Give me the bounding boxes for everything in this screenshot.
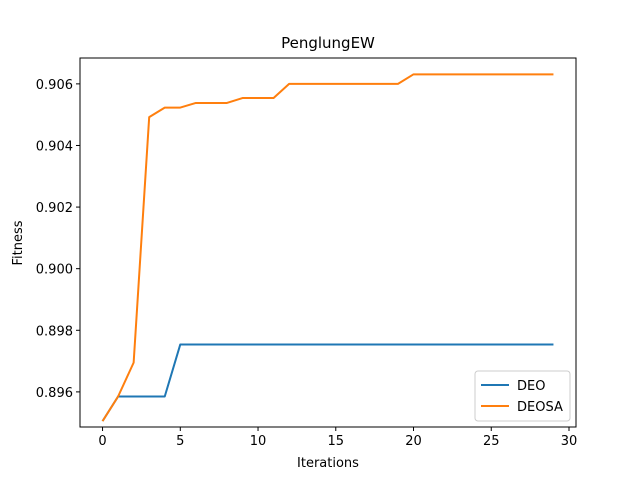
legend: DEO DEOSA (474, 370, 571, 422)
y-tick-label: 0.896 (36, 386, 73, 401)
x-tick-label: 20 (405, 434, 422, 449)
x-axis-label: Iterations (297, 456, 359, 471)
plot-area-frame (79, 57, 577, 428)
y-tick-label: 0.904 (36, 139, 73, 154)
x-axis-ticks: 0 5 10 15 20 25 30 (98, 427, 577, 449)
series-line-deo (101, 343, 554, 422)
legend-label-deosa: DEOSA (517, 400, 563, 415)
x-tick-label: 30 (561, 434, 578, 449)
y-tick-label: 0.900 (36, 263, 73, 278)
x-tick-label: 10 (250, 434, 267, 449)
legend-box (474, 370, 571, 422)
series-line-deosa (101, 73, 554, 422)
y-axis-ticks: 0.896 0.898 0.900 0.902 0.904 0.906 (36, 78, 80, 401)
x-tick-label: 25 (483, 434, 500, 449)
legend-label-deo: DEO (517, 379, 545, 394)
x-tick-label: 5 (176, 434, 184, 449)
y-tick-label: 0.902 (36, 201, 73, 216)
series-layer (101, 73, 554, 422)
y-axis-label: Fitness (11, 220, 26, 265)
x-tick-label: 0 (98, 434, 106, 449)
x-tick-label: 15 (328, 434, 345, 449)
y-tick-label: 0.898 (36, 324, 73, 339)
chart-title: PenglungEW (281, 34, 375, 52)
y-tick-label: 0.906 (36, 78, 73, 93)
